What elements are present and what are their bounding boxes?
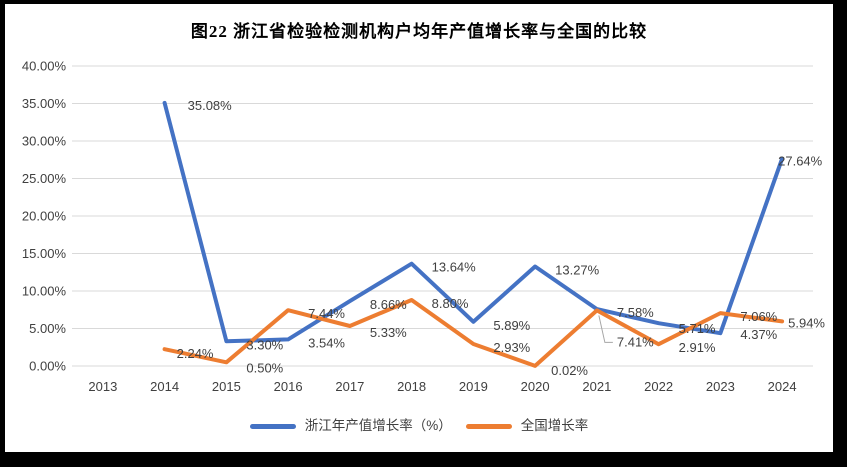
leader-line xyxy=(598,315,613,343)
x-axis-tick-label: 2019 xyxy=(459,379,488,394)
data-label: 27.64% xyxy=(778,154,823,169)
x-axis-tick-label: 2016 xyxy=(274,379,303,394)
legend-line-sample xyxy=(465,423,512,429)
y-axis-tick-label: 20.00% xyxy=(22,209,67,224)
x-axis-tick-label: 2017 xyxy=(335,379,364,394)
y-axis-tick-label: 25.00% xyxy=(22,171,67,186)
x-axis-tick-label: 2024 xyxy=(768,379,797,394)
data-label: 2.93% xyxy=(493,340,530,355)
data-label: 2.24% xyxy=(177,346,214,361)
series-line-0 xyxy=(162,100,785,344)
data-label: 8.66% xyxy=(370,297,407,312)
x-axis-tick-label: 2014 xyxy=(150,379,179,394)
data-label: 8.80% xyxy=(432,296,469,311)
x-axis-tick-label: 2018 xyxy=(397,379,426,394)
data-label: 3.54% xyxy=(308,335,345,350)
data-label: 13.27% xyxy=(555,262,600,277)
data-label: 0.02% xyxy=(551,363,588,378)
data-label: 35.08% xyxy=(188,98,233,113)
y-axis-tick-label: 30.00% xyxy=(22,134,67,149)
data-label: 5.71% xyxy=(679,321,716,336)
legend-label: 全国增长率 xyxy=(520,418,589,433)
y-axis-tick-label: 10.00% xyxy=(22,284,67,299)
legend-item-0: 浙江年产值增长率（%） xyxy=(249,416,452,436)
y-axis-tick-label: 40.00% xyxy=(22,59,67,74)
x-axis-tick-label: 2023 xyxy=(706,379,735,394)
chart-figure: 图22 浙江省检验检测机构户均年产值增长率与全国的比较 0.00% 5.00% 10… xyxy=(5,4,833,452)
legend-label: 浙江年产值增长率（%） xyxy=(304,418,452,433)
data-label: 7.06% xyxy=(740,309,777,324)
chart-title: 图22 浙江省检验检测机构户均年产值增长率与全国的比较 xyxy=(190,22,648,41)
x-axis-tick-label: 2020 xyxy=(521,379,550,394)
data-label: 5.89% xyxy=(493,318,530,333)
chart-legend: 浙江年产值增长率（%） 全国增长率 xyxy=(5,416,833,436)
x-axis-tick-label: 2022 xyxy=(644,379,673,394)
data-label: 5.94% xyxy=(788,315,825,330)
y-axis-tick-label: 5.00% xyxy=(29,321,66,336)
x-axis-tick-label: 2021 xyxy=(582,379,611,394)
legend-item-1: 全国增长率 xyxy=(465,416,589,436)
x-axis-tick-label: 2013 xyxy=(88,379,117,394)
data-label: 3.30% xyxy=(246,337,283,352)
x-axis-tick-label: 2015 xyxy=(212,379,241,394)
data-label: 0.50% xyxy=(246,360,283,375)
data-label: 2.91% xyxy=(679,340,716,355)
y-axis-tick-label: 0.00% xyxy=(29,359,66,374)
y-axis-tick-label: 15.00% xyxy=(22,246,67,261)
chart-plot: 0.00% 5.00% 10.00% 15.00% 20.00% 25.00% 30.00%… xyxy=(22,59,826,395)
series-line-1 xyxy=(162,298,785,368)
data-label: 7.58% xyxy=(617,305,654,320)
data-label: 4.37% xyxy=(740,327,777,342)
data-label: 5.33% xyxy=(370,325,407,340)
data-label: 7.41% xyxy=(617,334,654,349)
data-label: 7.44% xyxy=(308,306,345,321)
legend-line-sample xyxy=(249,423,296,429)
data-label: 13.64% xyxy=(432,260,477,275)
y-axis-tick-label: 35.00% xyxy=(22,96,67,111)
